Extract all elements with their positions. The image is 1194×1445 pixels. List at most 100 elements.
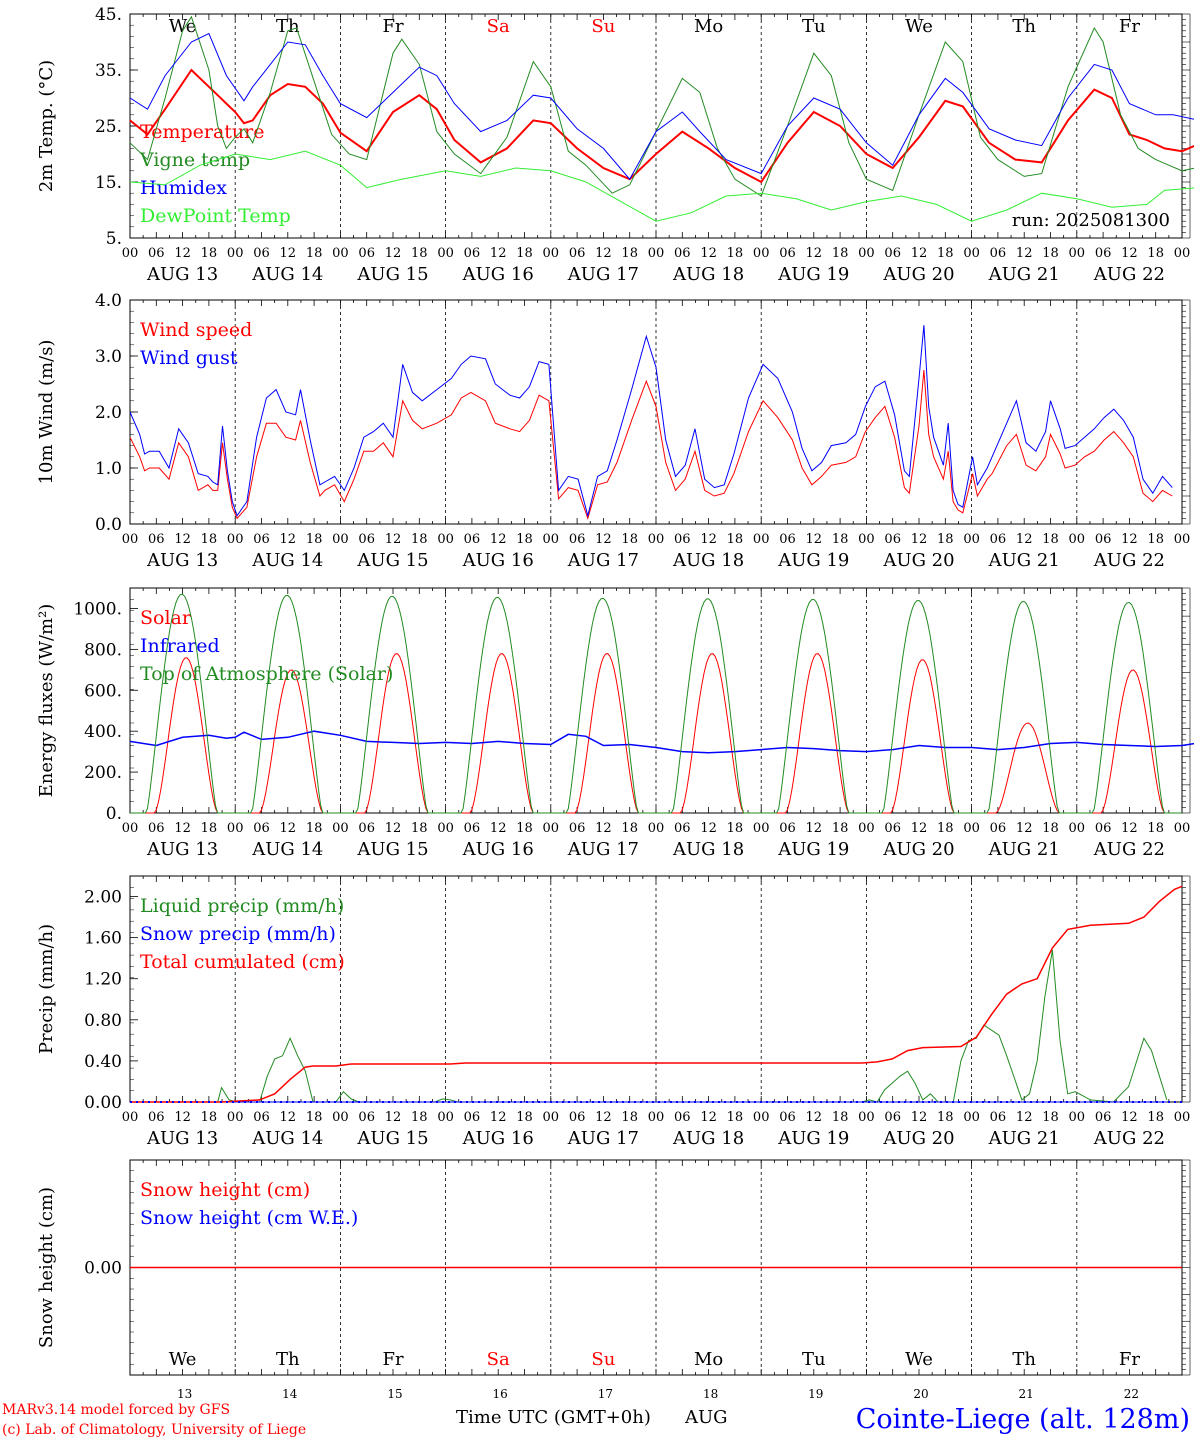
y-tick-label: 0.00 [84,1259,122,1279]
day-number: 19 [808,1387,823,1401]
station-label: Cointe-Liege (alt. 128m) [856,1404,1190,1435]
y-tick-label: 4.0 [95,291,122,311]
hour-tick-label: 06 [358,1110,375,1125]
hour-tick-label: 12 [280,1110,297,1125]
day-number: 16 [493,1387,508,1401]
hour-tick-label: 00 [1174,246,1191,261]
weekday-label: Sa [487,1349,510,1370]
day-number: 13 [177,1387,192,1401]
hour-tick-label: 18 [832,246,849,261]
hour-tick-label: 00 [963,246,980,261]
date-label: AUG 18 [672,264,744,285]
hour-tick-label: 06 [358,821,375,836]
hour-tick-label: 18 [1042,821,1059,836]
hour-tick-label: 18 [306,532,323,547]
hour-tick-label: 18 [937,821,954,836]
hour-tick-label: 00 [227,532,244,547]
day-number: 21 [1019,1387,1034,1401]
date-label: AUG 14 [251,1128,323,1149]
hour-tick-label: 12 [280,532,297,547]
weekday-label: Th [276,1349,300,1370]
hour-tick-label: 00 [437,532,454,547]
y-axis-label: 2m Temp. (°C) [36,60,57,192]
hour-tick-label: 00 [122,1110,139,1125]
date-label: AUG 13 [146,264,218,285]
hour-tick-label: 06 [569,821,586,836]
hour-tick-label: 18 [201,246,218,261]
hour-tick-label: 12 [174,532,191,547]
hour-tick-label: 00 [122,821,139,836]
date-label: AUG 20 [882,839,954,860]
legend-entry: Temperature [140,121,264,143]
credit-line-2: (c) Lab. of Climatology, University of L… [2,1422,306,1438]
hour-tick-label: 06 [1095,532,1112,547]
weekday-label: Fr [1119,16,1140,37]
hour-tick-label: 06 [148,1110,165,1125]
hour-tick-label: 00 [227,1110,244,1125]
hour-tick-label: 06 [990,532,1007,547]
date-label: AUG 22 [1093,264,1165,285]
hour-tick-label: 12 [700,821,717,836]
hour-tick-label: 12 [174,246,191,261]
hour-tick-label: 18 [411,246,428,261]
hour-tick-label: 06 [674,246,691,261]
hour-tick-label: 12 [280,246,297,261]
hour-tick-label: 18 [411,1110,428,1125]
hour-tick-label: 06 [1095,1110,1112,1125]
hour-tick-label: 18 [832,532,849,547]
hour-tick-label: 12 [806,1110,823,1125]
day-number: 22 [1124,1387,1139,1401]
hour-tick-label: 00 [1174,1110,1191,1125]
date-label: AUG 21 [988,264,1060,285]
hour-tick-label: 00 [437,246,454,261]
weekday-label: Fr [1119,1349,1140,1370]
hour-tick-label: 00 [122,532,139,547]
series-line [129,325,1173,518]
hour-tick-label: 00 [1174,532,1191,547]
weekday-label: Fr [382,16,403,37]
hour-tick-label: 06 [464,532,481,547]
hour-tick-label: 00 [858,246,875,261]
date-label: AUG 15 [356,1128,428,1149]
y-tick-label: 600. [84,681,122,701]
y-tick-label: 35. [95,61,122,81]
hour-tick-label: 00 [963,821,980,836]
y-tick-label: 3.0 [95,347,122,367]
hour-tick-label: 12 [700,246,717,261]
hour-tick-label: 00 [227,246,244,261]
hour-tick-label: 18 [1147,821,1164,836]
hour-tick-label: 12 [806,532,823,547]
date-label: AUG 17 [567,839,639,860]
hour-tick-label: 12 [700,532,717,547]
date-label: AUG 15 [356,839,428,860]
hour-tick-label: 12 [1016,246,1033,261]
y-tick-label: 0.0 [95,515,122,535]
date-label: AUG 17 [567,264,639,285]
hour-tick-label: 00 [543,821,560,836]
weekday-label: We [905,1349,933,1370]
date-label: AUG 18 [672,550,744,571]
hour-tick-label: 06 [358,246,375,261]
weekday-label: We [905,16,933,37]
date-label: AUG 16 [462,264,534,285]
hour-tick-label: 06 [779,246,796,261]
hour-tick-label: 00 [332,1110,349,1125]
date-label: AUG 19 [777,550,849,571]
hour-tick-label: 18 [1147,1110,1164,1125]
hour-tick-label: 18 [516,1110,533,1125]
run-annotation: run: 2025081300 [1012,210,1170,231]
hour-tick-label: 00 [858,532,875,547]
hour-tick-label: 00 [1174,821,1191,836]
y-tick-label: 1.60 [84,929,122,949]
hour-tick-label: 12 [700,1110,717,1125]
hour-tick-label: 18 [201,1110,218,1125]
y-tick-label: 400. [84,722,122,742]
hour-tick-label: 06 [884,821,901,836]
hour-tick-label: 12 [1121,821,1138,836]
series-line [129,68,1194,184]
y-tick-label: 1.20 [84,970,122,990]
date-label: AUG 22 [1093,550,1165,571]
month-label: AUG [684,1407,728,1428]
date-label: AUG 22 [1093,1128,1165,1149]
